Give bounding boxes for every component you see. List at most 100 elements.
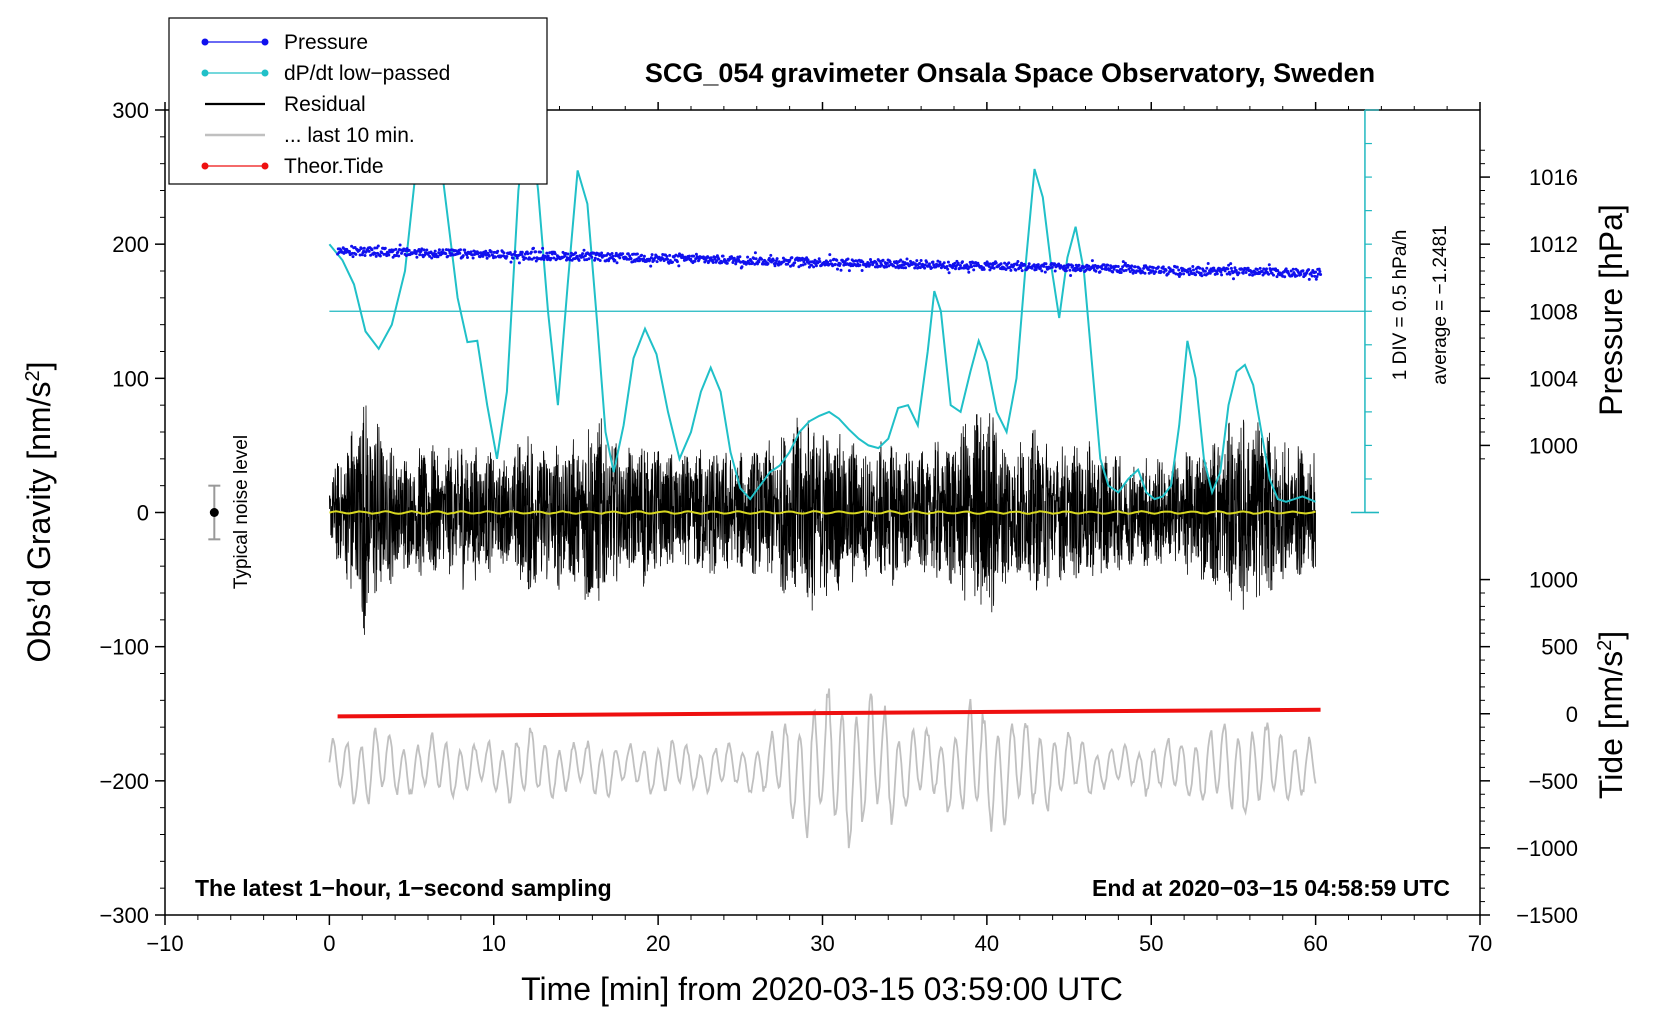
pressure-point	[577, 258, 581, 262]
pressure-point	[1237, 271, 1241, 275]
y-axis-title-close: ]	[21, 362, 57, 371]
pressure-point	[675, 260, 679, 264]
pressure-point	[1187, 273, 1191, 277]
pressure-point	[793, 261, 797, 265]
pressure-point	[502, 251, 506, 255]
pressure-point	[706, 255, 710, 259]
pressure-point	[1307, 268, 1311, 272]
residual-series-line	[329, 405, 1316, 635]
pressure-point	[897, 266, 901, 270]
pressure-point	[994, 261, 998, 265]
pressure-point	[902, 266, 905, 270]
legend-label: dP/dt low−passed	[284, 62, 450, 85]
pressure-point	[1171, 268, 1175, 272]
pressure-point	[458, 251, 462, 255]
pressure-point	[1192, 268, 1195, 272]
pressure-point	[835, 258, 839, 262]
pressure-tick-label: 1004	[1529, 366, 1578, 391]
pressure-point	[918, 266, 922, 270]
y-tick-label: 300	[112, 98, 149, 123]
pressure-point	[959, 266, 963, 270]
pressure-point	[387, 253, 391, 257]
pressure-point	[847, 269, 851, 273]
pressure-point	[629, 257, 633, 261]
pressure-point	[1112, 267, 1116, 271]
pressure-point	[666, 257, 670, 261]
pressure-point	[520, 250, 524, 254]
pressure-point	[1057, 262, 1061, 266]
pressure-point	[967, 270, 971, 274]
pressure-point	[400, 251, 403, 255]
pressure-point	[1186, 270, 1190, 274]
legend-label: ... last 10 min.	[284, 124, 415, 147]
pressure-point	[930, 266, 934, 270]
pressure-point	[1121, 265, 1125, 269]
pressure-point	[650, 253, 654, 257]
pressure-point	[1227, 263, 1231, 267]
pressure-point	[878, 259, 882, 263]
pressure-point	[942, 261, 946, 265]
pressure-point	[515, 256, 519, 260]
pressure-point	[861, 260, 865, 264]
x-tick-label: 0	[323, 931, 335, 956]
pressure-point	[1133, 265, 1137, 269]
pressure-point	[788, 258, 792, 262]
pressure-axis-title: Pressure [hPa]	[1593, 204, 1629, 416]
pressure-point	[892, 264, 896, 268]
pressure-point	[614, 251, 618, 255]
pressure-point	[566, 252, 570, 256]
pressure-point	[1094, 269, 1098, 273]
pressure-point	[422, 248, 426, 252]
pressure-point	[1267, 263, 1271, 267]
pressure-point	[1138, 267, 1142, 271]
noise-center-dot	[209, 508, 219, 517]
pressure-point	[1177, 268, 1181, 272]
pressure-point	[1100, 267, 1104, 271]
pressure-point	[590, 255, 594, 259]
pressure-point	[574, 251, 578, 255]
pressure-point	[587, 257, 591, 261]
pressure-point	[397, 254, 401, 258]
pressure-point	[919, 259, 923, 262]
pressure-point	[396, 250, 400, 254]
pressure-point	[1161, 265, 1165, 269]
tide-tick-label: 1000	[1529, 568, 1578, 593]
pressure-point	[713, 256, 717, 259]
pressure-point	[517, 261, 521, 265]
pressure-point	[487, 254, 491, 258]
pressure-point	[1003, 261, 1007, 265]
pressure-point	[415, 255, 419, 259]
pressure-point	[1276, 269, 1280, 272]
pressure-point	[1220, 273, 1224, 277]
pressure-point	[1119, 271, 1123, 274]
x-tick-label: 70	[1468, 931, 1492, 956]
tide-tick-label: −1500	[1516, 903, 1578, 928]
pressure-point	[1198, 266, 1202, 270]
pressure-point	[1315, 275, 1319, 279]
pressure-point	[598, 259, 602, 262]
tide-tick-label: 500	[1541, 635, 1578, 660]
pressure-point	[1044, 262, 1048, 266]
pressure-point	[1229, 262, 1233, 266]
pressure-point	[814, 264, 818, 268]
pressure-point	[1098, 270, 1102, 274]
pressure-point	[593, 256, 597, 260]
pressure-point	[1260, 269, 1264, 273]
x-tick-label: −10	[146, 931, 183, 956]
pressure-point	[1162, 270, 1166, 274]
pressure-point	[989, 262, 993, 266]
pressure-point	[752, 257, 756, 260]
pressure-point	[1258, 266, 1262, 270]
legend-dot	[201, 162, 209, 170]
pressure-point	[1275, 275, 1279, 279]
pressure-point	[430, 256, 434, 260]
pressure-point	[339, 248, 343, 252]
pressure-point	[773, 264, 777, 268]
pressure-point	[982, 267, 986, 271]
pressure-point	[818, 260, 822, 263]
pressure-point	[717, 257, 721, 261]
pressure-point	[655, 260, 659, 264]
pressure-point	[1212, 266, 1216, 270]
pressure-point	[1255, 268, 1259, 271]
x-tick-label: 50	[1139, 931, 1163, 956]
